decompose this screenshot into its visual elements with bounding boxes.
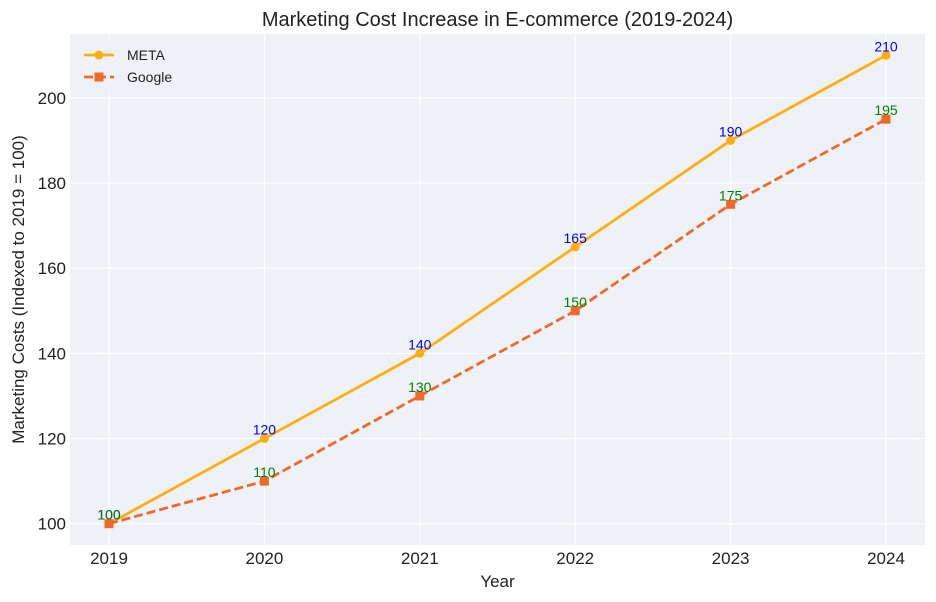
- y-axis-ticks: 100 120 140 160 180 200: [38, 89, 66, 534]
- data-point-google: [259, 476, 269, 486]
- y-tick-label: 100: [38, 515, 66, 534]
- data-label-google: 110: [253, 464, 276, 480]
- data-label-meta: 210: [874, 38, 898, 54]
- legend-marker-google: [94, 72, 104, 82]
- legend-label-google: Google: [127, 69, 172, 85]
- x-tick-label: 2019: [90, 549, 128, 568]
- data-point-google: [415, 391, 425, 401]
- data-label-meta: 165: [564, 230, 588, 246]
- legend-label-meta: META: [127, 47, 166, 63]
- data-label-meta: 120: [253, 422, 277, 438]
- plot-area: [70, 34, 925, 545]
- data-point-meta: [570, 242, 580, 252]
- chart-title: Marketing Cost Increase in E-commerce (2…: [262, 9, 733, 31]
- legend: META Google: [76, 40, 186, 90]
- x-tick-label: 2023: [712, 549, 750, 568]
- y-tick-label: 140: [38, 344, 66, 363]
- x-tick-label: 2024: [867, 549, 905, 568]
- y-tick-label: 180: [38, 174, 66, 193]
- data-label-google: 175: [719, 187, 743, 203]
- data-point-google: [726, 199, 736, 209]
- data-point-meta: [881, 50, 891, 60]
- data-label-meta: 140: [408, 336, 432, 352]
- y-axis-label: Marketing Costs (Indexed to 2019 = 100): [9, 135, 28, 444]
- data-point-google: [104, 519, 114, 529]
- data-point-meta: [726, 135, 736, 145]
- x-axis-label: Year: [480, 572, 515, 591]
- x-tick-label: 2022: [556, 549, 594, 568]
- data-point-meta: [259, 434, 269, 444]
- data-label-meta: 100: [97, 507, 121, 523]
- series-line-google: [108, 117, 887, 526]
- data-label-google: 130: [408, 379, 432, 395]
- y-tick-label: 200: [38, 89, 66, 108]
- data-point-google: [570, 306, 580, 316]
- y-tick-label: 120: [38, 430, 66, 449]
- series-group: [104, 50, 891, 529]
- x-tick-label: 2020: [245, 549, 283, 568]
- data-point-google: [881, 114, 891, 124]
- series-line-meta: [108, 54, 887, 525]
- x-axis-ticks: 2019 2020 2021 2022 2023 2024: [90, 549, 905, 568]
- data-label-meta: 190: [719, 123, 743, 139]
- x-tick-label: 2021: [401, 549, 439, 568]
- data-point-meta: [415, 348, 425, 358]
- data-label-google: 150: [564, 294, 588, 310]
- legend-box: [76, 40, 186, 90]
- legend-marker-meta: [94, 50, 104, 60]
- y-tick-label: 160: [38, 259, 66, 278]
- data-label-google: 195: [874, 102, 898, 118]
- data-label-google: 100: [97, 507, 121, 523]
